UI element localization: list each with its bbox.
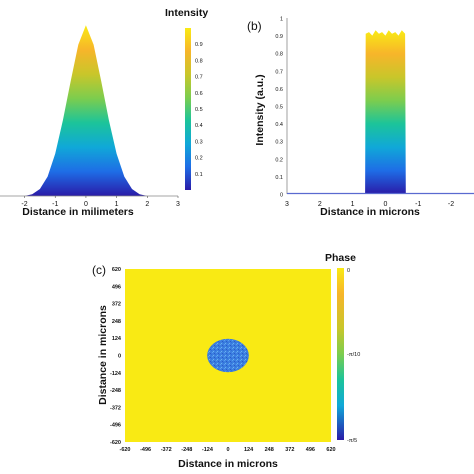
panel-b-y-tick-label: 0.7 <box>275 69 283 75</box>
panel-b-y-tick-label: 0.1 <box>275 175 283 181</box>
panel-a-x-tick-label: -1 <box>52 201 58 208</box>
panel-c-colorbar-ticks: 0 -π/10 -π/5 <box>347 268 360 444</box>
panel-b-y-tick-label: 0.4 <box>275 122 283 128</box>
panel-b-y-tick-label: 0.2 <box>275 157 283 163</box>
panel-c-y-tick-label: -372 <box>110 405 121 411</box>
panel-a-colorbar-tick-label: 0.1 <box>195 172 203 178</box>
panel-b-x-tick-label: 1 <box>351 201 355 208</box>
panel-a-colorbar-ticks: 0.9 0.8 0.7 0.6 0.5 0.4 0.3 0.2 0.1 <box>195 42 203 178</box>
panel-c-y-tick-label: -496 <box>110 423 121 429</box>
panel-a-colorbar <box>185 28 191 190</box>
panel-b-x-tick-label: -2 <box>448 201 454 208</box>
panel-c-colorbar-tick-label: -π/5 <box>347 438 357 444</box>
panel-b-ylabel: Intensity (a.u.) <box>254 74 266 145</box>
panel-a-colorbar-tick-label: 0.7 <box>195 75 203 81</box>
panel-c-phase-disk <box>207 338 249 373</box>
panel-b-x-ticks: 3 2 1 0 -1 -2 <box>285 201 454 208</box>
panel-c-xlabel: Distance in microns <box>178 458 278 470</box>
panel-a-x-tick-label: 0 <box>84 201 88 208</box>
panel-b-y-tick-label: 0.6 <box>275 87 283 93</box>
panel-c-y-tick-label: 620 <box>112 267 121 273</box>
panel-b: (b) Intensity (a.u.) 0 0.1 0.2 0.3 0.4 0.5 0.6… <box>247 17 474 218</box>
panel-c-y-tick-label: 496 <box>112 284 121 290</box>
panel-c-x-tick-label: 372 <box>285 447 294 453</box>
panel-a-x-tick-label: 2 <box>145 201 149 208</box>
panel-c-y-tick-label: 248 <box>112 319 121 325</box>
panel-a-colorbar-tick-label: 0.8 <box>195 58 203 64</box>
panel-c-x-tick-label: 496 <box>306 447 315 453</box>
panel-c-y-tick-label: 124 <box>112 336 122 342</box>
panel-a-colorbar-tick-label: 0.9 <box>195 42 203 48</box>
panel-a-xlabel: Distance in milimeters <box>22 206 134 218</box>
panel-c-y-tick-label: -248 <box>110 388 121 394</box>
panel-b-y-tick-label: 0.9 <box>275 34 283 40</box>
panel-b-y-tick-label: 0 <box>280 193 283 199</box>
panel-c-colorbar-tick-label: -π/10 <box>347 352 360 358</box>
panel-a-x-tick-label: -2 <box>21 201 27 208</box>
panel-c-colorbar-title: Phase <box>325 252 356 264</box>
panel-c-x-tick-label: 248 <box>265 447 274 453</box>
panel-b-x-tick-label: 0 <box>383 201 387 208</box>
panel-a-x-tick-label: 3 <box>176 201 180 208</box>
panel-c-x-tick-label: 0 <box>226 447 229 453</box>
panel-c-x-tick-label: -496 <box>140 447 151 453</box>
panel-a-colorbar-tick-label: 0.3 <box>195 139 203 145</box>
panel-a-colorbar-tick-label: 0.2 <box>195 156 203 162</box>
panel-a-colorbar-tick-label: 0.5 <box>195 107 203 113</box>
panel-a-area <box>24 25 148 196</box>
panel-c-colorbar <box>337 268 344 440</box>
panel-c: (c) -620 -496 -372 -248 -124 0 124 248 372 496 620… <box>92 252 360 470</box>
panel-b-x-tick-label: 3 <box>285 201 289 208</box>
panel-b-y-tick-label: 0.8 <box>275 52 283 58</box>
panel-b-y-tick-label: 1 <box>280 17 283 23</box>
panel-a-colorbar-tick-label: 0.6 <box>195 91 203 97</box>
panel-c-label: (c) <box>92 263 106 277</box>
panel-a: -2 -1 0 1 2 3 Distance in milimeters Intensit… <box>0 7 208 218</box>
panel-b-x-tick-label: 2 <box>318 201 322 208</box>
panel-c-x-tick-label: -248 <box>181 447 192 453</box>
panel-c-x-tick-label: -372 <box>161 447 172 453</box>
panel-c-y-tick-label: 372 <box>112 302 121 308</box>
panel-c-y-tick-label: -124 <box>110 371 122 377</box>
panel-b-y-tick-label: 0.3 <box>275 140 283 146</box>
panel-b-label: (b) <box>247 19 262 33</box>
panel-c-x-tick-label: 124 <box>244 447 254 453</box>
panel-b-x-tick-label: -1 <box>415 201 421 208</box>
panel-a-x-tick-label: 1 <box>115 201 119 208</box>
panel-a-colorbar-title: Intensity <box>165 7 208 19</box>
panel-b-y-tick-label: 0.5 <box>275 105 283 111</box>
panel-b-y-ticks: 0 0.1 0.2 0.3 0.4 0.5 0.6 0.7 0.8 0.9 1 <box>275 17 283 199</box>
panel-c-colorbar-tick-label: 0 <box>347 268 350 274</box>
panel-c-x-ticks: -620 -496 -372 -248 -124 0 124 248 372 496 620 <box>119 447 335 453</box>
panel-a-x-ticks: -2 -1 0 1 2 3 <box>21 196 180 208</box>
panel-b-area <box>365 30 406 194</box>
panel-c-y-tick-label: -620 <box>110 440 121 446</box>
panel-c-x-tick-label: -620 <box>119 447 130 453</box>
panel-a-colorbar-tick-label: 0.4 <box>195 123 203 129</box>
panel-c-y-tick-label: 0 <box>118 354 121 360</box>
panel-c-x-tick-label: 620 <box>326 447 335 453</box>
panel-c-ylabel: Distance in microns <box>97 305 109 405</box>
panel-c-x-tick-label: -124 <box>202 447 214 453</box>
panel-c-y-ticks: 620 496 372 248 124 0 -124 -248 -372 -496 -620 <box>110 267 122 446</box>
panel-b-xlabel: Distance in microns <box>320 206 420 218</box>
